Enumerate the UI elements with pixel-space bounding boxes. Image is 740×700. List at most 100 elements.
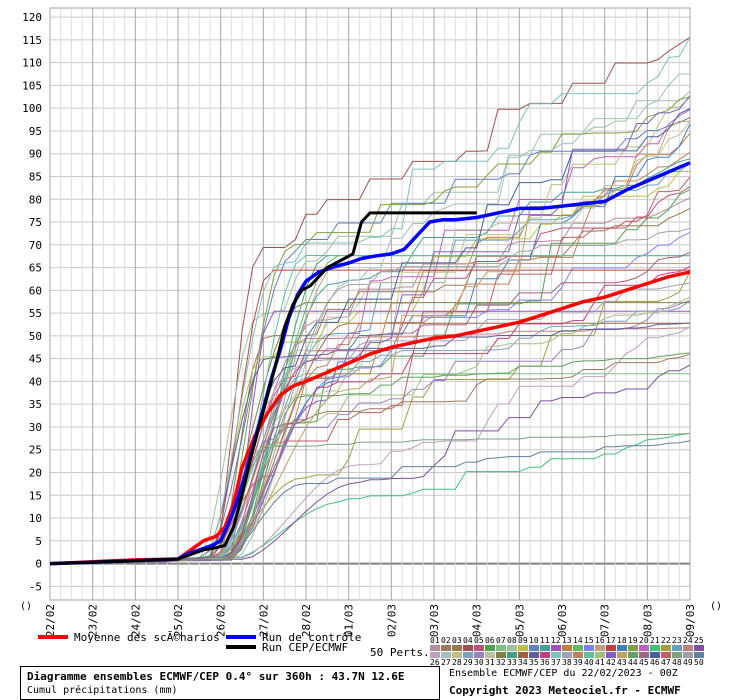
x-date-label: 27/02 bbox=[257, 604, 270, 637]
y-tick-label: 90 bbox=[29, 148, 42, 161]
y-tick-label: 0 bbox=[35, 558, 42, 571]
y-tick-label: 115 bbox=[22, 34, 42, 47]
main-series-lines bbox=[49, 161, 691, 566]
pert-number: 23 bbox=[672, 636, 682, 645]
ensemble-info: Ensemble ECMWF/CEP du 22/02/2023 - 00Z bbox=[449, 668, 678, 679]
pert-swatch bbox=[441, 652, 451, 658]
pert-number: 34 bbox=[518, 658, 528, 667]
pert-swatch bbox=[661, 652, 671, 658]
pert-swatch bbox=[595, 645, 605, 651]
pert-swatch bbox=[518, 652, 528, 658]
y-tick-label: 20 bbox=[29, 466, 42, 479]
pert-swatch bbox=[507, 645, 517, 651]
pert-swatch bbox=[650, 652, 660, 658]
pert-number: 33 bbox=[507, 658, 517, 667]
chart-legend: Moyenne des scÃ©narios Run de contrôleRun… bbox=[38, 631, 704, 667]
pert-number: 49 bbox=[683, 658, 693, 667]
pert-number: 09 bbox=[518, 636, 528, 645]
pert-swatch bbox=[584, 652, 594, 658]
x-date-label: 04/03 bbox=[471, 604, 484, 637]
pert-swatch bbox=[529, 652, 539, 658]
pert-swatch bbox=[430, 645, 440, 651]
pert-number: 31 bbox=[485, 658, 495, 667]
copyright-text: Copyright 2023 Meteociel.fr - ECMWF bbox=[449, 684, 681, 697]
pert-number: 06 bbox=[485, 636, 495, 645]
axis-right-symbol: () bbox=[710, 601, 723, 612]
pert-swatch bbox=[529, 645, 539, 651]
pert-swatch bbox=[496, 652, 506, 658]
y-tick-label: 75 bbox=[29, 216, 42, 229]
y-tick-label: 40 bbox=[29, 375, 42, 388]
pert-swatch bbox=[672, 645, 682, 651]
x-date-label: 03/03 bbox=[428, 604, 441, 637]
pert-number: 46 bbox=[650, 658, 660, 667]
pert-swatch bbox=[518, 645, 528, 651]
pert-number: 39 bbox=[573, 658, 583, 667]
x-date-label: 23/02 bbox=[87, 604, 100, 637]
pert-number: 19 bbox=[628, 636, 638, 645]
pert-swatch bbox=[683, 645, 693, 651]
pert-swatch bbox=[485, 645, 495, 651]
pert-number: 42 bbox=[606, 658, 616, 667]
perturbation-line-45 bbox=[49, 251, 691, 565]
chart-title: Diagramme ensembles ECMWF/CEP 0.4° sur 3… bbox=[27, 670, 405, 683]
pert-number: 07 bbox=[496, 636, 506, 645]
pert-swatch bbox=[463, 652, 473, 658]
series-line-2 bbox=[49, 211, 477, 566]
pert-number: 32 bbox=[496, 658, 506, 667]
x-date-label: 02/03 bbox=[385, 604, 398, 637]
x-date-label: 26/02 bbox=[215, 604, 228, 637]
pert-number: 03 bbox=[452, 636, 462, 645]
pert-swatch bbox=[551, 652, 561, 658]
y-tick-label: 60 bbox=[29, 284, 42, 297]
pert-number: 30 bbox=[474, 658, 484, 667]
x-date-label: 25/02 bbox=[172, 604, 185, 637]
y-tick-label: -5 bbox=[29, 580, 42, 593]
pert-swatch bbox=[628, 645, 638, 651]
pert-swatch bbox=[694, 645, 704, 651]
x-date-label: 05/03 bbox=[513, 604, 526, 637]
y-tick-label: 120 bbox=[22, 11, 42, 24]
pert-number: 29 bbox=[463, 658, 473, 667]
pert-swatch bbox=[573, 652, 583, 658]
pert-swatch bbox=[562, 645, 572, 651]
legend-control-label: Run de contrôle bbox=[262, 631, 361, 644]
chart-subtitle: Cumul précipitations (mm) bbox=[27, 685, 178, 696]
x-date-label: 06/03 bbox=[556, 604, 569, 637]
pert-swatch bbox=[617, 645, 627, 651]
x-date-label: 01/03 bbox=[343, 604, 356, 637]
y-tick-label: 5 bbox=[35, 535, 42, 548]
pert-number: 26 bbox=[430, 658, 440, 667]
chart-grid bbox=[49, 7, 691, 601]
pert-swatch bbox=[584, 645, 594, 651]
pert-number: 35 bbox=[529, 658, 539, 667]
pert-swatch bbox=[452, 645, 462, 651]
pert-swatch bbox=[496, 645, 506, 651]
pert-number: 47 bbox=[661, 658, 671, 667]
pert-number: 41 bbox=[595, 658, 605, 667]
pert-swatch bbox=[683, 652, 693, 658]
pert-swatch bbox=[573, 645, 583, 651]
y-tick-label: 110 bbox=[22, 57, 42, 70]
pert-swatch bbox=[441, 645, 451, 651]
x-date-label: 07/03 bbox=[599, 604, 612, 637]
pert-number: 28 bbox=[452, 658, 462, 667]
pert-swatch bbox=[672, 652, 682, 658]
pert-number: 38 bbox=[562, 658, 572, 667]
x-date-label: 09/03 bbox=[684, 604, 697, 637]
y-tick-label: 65 bbox=[29, 262, 42, 275]
pert-number: 43 bbox=[617, 658, 627, 667]
pert-swatch bbox=[639, 652, 649, 658]
pert-number: 01 bbox=[430, 636, 440, 645]
pert-number: 14 bbox=[573, 636, 583, 645]
pert-swatch bbox=[474, 652, 484, 658]
pert-swatch bbox=[595, 652, 605, 658]
pert-number: 17 bbox=[606, 636, 616, 645]
pert-swatch bbox=[474, 645, 484, 651]
x-date-label: 28/02 bbox=[300, 604, 313, 637]
pert-swatch bbox=[551, 645, 561, 651]
y-tick-label: 100 bbox=[22, 102, 42, 115]
x-date-label: 08/03 bbox=[641, 604, 654, 637]
legend-perts-label: 50 Perts. bbox=[370, 646, 430, 659]
